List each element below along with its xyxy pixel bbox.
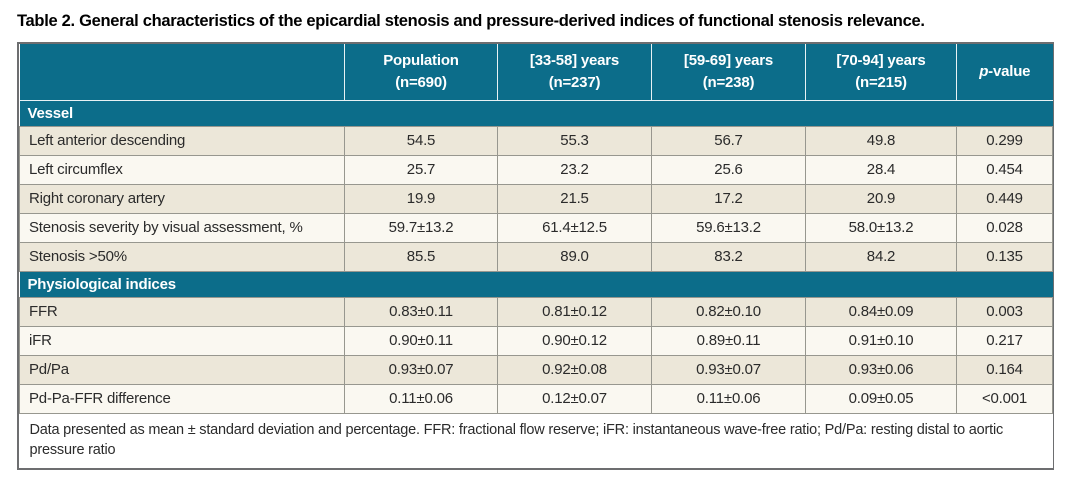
table-header: Population (n=690) [33-58] years (n=237)… (19, 44, 1053, 101)
row-label: Stenosis >50% (19, 241, 345, 272)
cell-pvalue: <0.001 (956, 383, 1053, 414)
row-label: Pd/Pa (19, 354, 345, 385)
cell-pvalue: 0.217 (956, 325, 1053, 356)
cell-value: 0.89±0.11 (651, 325, 806, 356)
cell-value: 0.09±0.05 (805, 383, 957, 414)
cell-value: 85.5 (344, 241, 498, 272)
cell-value: 0.93±0.06 (805, 354, 957, 385)
cell-value: 17.2 (651, 183, 806, 214)
cell-value: 0.91±0.10 (805, 325, 957, 356)
table-row: Pd/Pa 0.93±0.07 0.92±0.08 0.93±0.07 0.93… (19, 354, 1053, 385)
table-row: Left anterior descending 54.5 55.3 56.7 … (19, 125, 1053, 156)
cell-value: 20.9 (805, 183, 957, 214)
cell-value: 56.7 (651, 125, 806, 156)
cell-value: 19.9 (344, 183, 498, 214)
cell-value: 0.93±0.07 (651, 354, 806, 385)
cell-value: 61.4±12.5 (497, 212, 652, 243)
cell-value: 83.2 (651, 241, 806, 272)
table-body: Vessel Left anterior descending 54.5 55.… (19, 99, 1053, 469)
footnote-row: Data presented as mean ± standard deviat… (19, 412, 1053, 469)
column-header-line1: [70-94] years (836, 52, 926, 69)
cell-value: 0.81±0.12 (497, 296, 652, 327)
cell-value: 0.12±0.07 (497, 383, 652, 414)
column-header-70-94: [70-94] years (n=215) (805, 44, 957, 101)
column-header-line1: Population (383, 52, 459, 69)
cell-value: 0.90±0.11 (344, 325, 498, 356)
row-label: FFR (19, 296, 345, 327)
column-header-line2: (n=237) (548, 73, 601, 91)
section-header-physiological-indices: Physiological indices (19, 270, 1053, 298)
header-row: Population (n=690) [33-58] years (n=237)… (19, 44, 1053, 101)
column-header-line2: (n=238) (702, 73, 755, 91)
cell-value: 25.7 (344, 154, 498, 185)
cell-value: 0.83±0.11 (344, 296, 498, 327)
cell-value: 49.8 (805, 125, 957, 156)
row-label: Left circumflex (19, 154, 345, 185)
table-row: Left circumflex 25.7 23.2 25.6 28.4 0.45… (19, 154, 1053, 185)
cell-value: 0.11±0.06 (651, 383, 806, 414)
cell-value: 21.5 (497, 183, 652, 214)
cell-value: 55.3 (497, 125, 652, 156)
cell-value: 0.82±0.10 (651, 296, 806, 327)
data-table: Population (n=690) [33-58] years (n=237)… (19, 44, 1053, 469)
cell-pvalue: 0.454 (956, 154, 1053, 185)
cell-value: 28.4 (805, 154, 957, 185)
cell-value: 59.7±13.2 (344, 212, 498, 243)
section-row-physiological-indices: Physiological indices (19, 270, 1053, 298)
column-header-line2: (n=690) (395, 73, 447, 91)
section-header-vessel: Vessel (19, 99, 1053, 127)
cell-value: 0.92±0.08 (497, 354, 652, 385)
column-header-line2: (n=215) (855, 73, 907, 91)
cell-pvalue: 0.164 (956, 354, 1053, 385)
column-header-line1: [33-58] years (529, 52, 620, 69)
table-row: iFR 0.90±0.11 0.90±0.12 0.89±0.11 0.91±0… (19, 325, 1053, 356)
table-row: Stenosis >50% 85.5 89.0 83.2 84.2 0.135 (19, 241, 1053, 272)
cell-pvalue: 0.449 (956, 183, 1053, 214)
cell-value: 25.6 (651, 154, 806, 185)
row-label: Left anterior descending (19, 125, 345, 156)
row-label: Pd-Pa-FFR difference (19, 383, 345, 414)
cell-value: 58.0±13.2 (805, 212, 957, 243)
table-container: Population (n=690) [33-58] years (n=237)… (17, 42, 1054, 471)
cell-value: 54.5 (344, 125, 498, 156)
cell-pvalue: 0.135 (956, 241, 1053, 272)
cell-value: 23.2 (497, 154, 652, 185)
table-row: Pd-Pa-FFR difference 0.11±0.06 0.12±0.07… (19, 383, 1053, 414)
table-row: Right coronary artery 19.9 21.5 17.2 20.… (19, 183, 1053, 214)
column-header-59-69: [59-69] years (n=238) (651, 44, 806, 101)
cell-value: 59.6±13.2 (651, 212, 806, 243)
column-header-pvalue: p-value (956, 44, 1053, 101)
cell-value: 0.93±0.07 (344, 354, 498, 385)
cell-pvalue: 0.299 (956, 125, 1053, 156)
section-row-vessel: Vessel (19, 99, 1053, 127)
cell-pvalue: 0.003 (956, 296, 1053, 327)
cell-value: 0.84±0.09 (805, 296, 957, 327)
table-row: Stenosis severity by visual assessment, … (19, 212, 1053, 243)
table-footnote: Data presented as mean ± standard deviat… (19, 412, 1053, 469)
pvalue-italic-p: p (979, 62, 989, 80)
column-header-line1: [59-69] years (683, 52, 774, 69)
cell-value: 89.0 (497, 241, 652, 272)
cell-value: 0.11±0.06 (344, 383, 498, 414)
row-label: Stenosis severity by visual assessment, … (19, 212, 345, 243)
cell-value: 84.2 (805, 241, 957, 272)
row-label: Right coronary artery (19, 183, 345, 214)
table-title: Table 2. General characteristics of the … (17, 12, 925, 30)
table-row: FFR 0.83±0.11 0.81±0.12 0.82±0.10 0.84±0… (19, 296, 1053, 327)
cell-value: 0.90±0.12 (497, 325, 652, 356)
cell-pvalue: 0.028 (956, 212, 1053, 243)
column-header-population: Population (n=690) (344, 44, 498, 101)
row-label: iFR (19, 325, 345, 356)
pvalue-rest: -value (988, 62, 1031, 80)
column-header-33-58: [33-58] years (n=237) (497, 44, 652, 101)
column-header-empty (19, 44, 345, 101)
